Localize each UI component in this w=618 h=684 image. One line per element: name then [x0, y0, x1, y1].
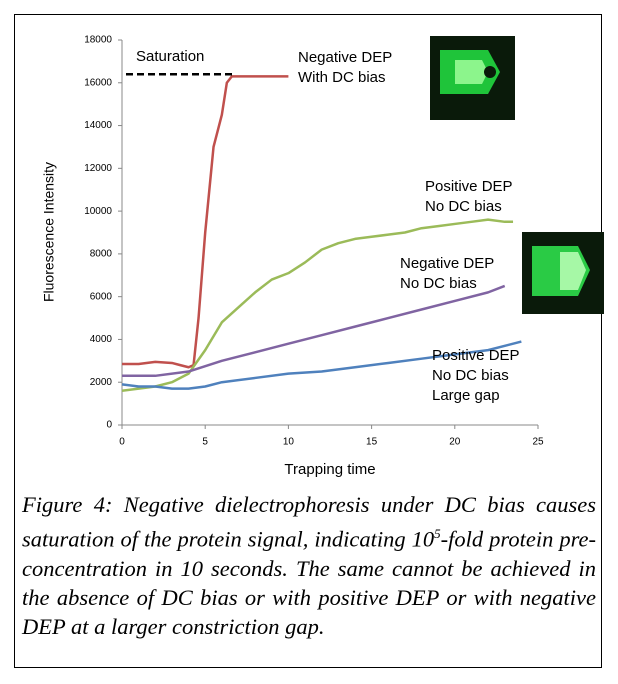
y-tick-label: 0 — [106, 420, 112, 431]
x-tick-label: 20 — [449, 437, 461, 448]
y-tick-label: 10000 — [84, 206, 112, 217]
annotation: No DC bias — [425, 198, 502, 215]
y-tick-label: 4000 — [90, 334, 113, 345]
chart: Fluorescence Intensity Trapping time 0 20… — [0, 0, 618, 484]
y-tick-label: 2000 — [90, 377, 113, 388]
series-line — [122, 76, 288, 367]
annotation: No DC bias — [432, 367, 509, 384]
saturation-label: Saturation — [136, 48, 204, 65]
annotation: Positive DEP — [432, 347, 520, 364]
caption: Figure 4: Negative dielectrophoresis und… — [22, 490, 596, 641]
annotation: Negative DEP — [298, 49, 392, 66]
y-tick-label: 8000 — [90, 249, 113, 260]
x-tick-label: 10 — [283, 437, 295, 448]
x-tick-label: 0 — [119, 437, 125, 448]
x-tick-label: 5 — [202, 437, 208, 448]
y-tick-label: 16000 — [84, 77, 112, 88]
y-tick-label: 18000 — [84, 35, 112, 46]
annotation: Positive DEP — [425, 178, 513, 195]
x-axis-title: Trapping time — [284, 461, 375, 478]
annotation: Large gap — [432, 387, 500, 404]
y-axis-title: Fluorescence Intensity — [41, 162, 57, 302]
annotation: No DC bias — [400, 275, 477, 292]
x-tick-label: 15 — [366, 437, 378, 448]
image-negative-dc — [430, 36, 515, 120]
y-tick-label: 14000 — [84, 120, 112, 131]
annotation: Negative DEP — [400, 255, 494, 272]
image-negative-nodc — [522, 232, 604, 314]
x-tick-label: 25 — [532, 437, 544, 448]
y-tick-label: 6000 — [90, 291, 113, 302]
annotation: With DC bias — [298, 69, 386, 86]
y-tick-label: 12000 — [84, 163, 112, 174]
